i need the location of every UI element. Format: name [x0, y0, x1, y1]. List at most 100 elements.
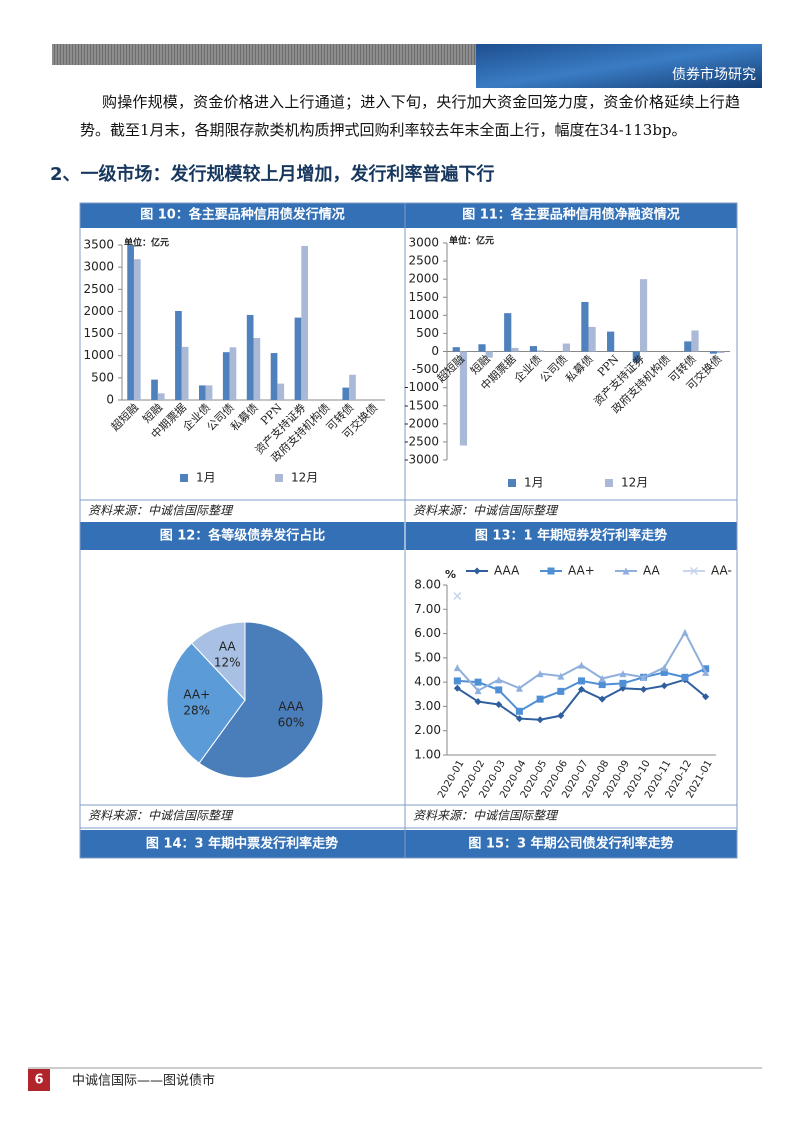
point-marker — [536, 716, 544, 724]
bar — [562, 343, 570, 352]
bar — [588, 326, 596, 352]
bar — [222, 352, 230, 400]
bar — [151, 379, 158, 400]
bar — [294, 317, 302, 400]
bar — [537, 350, 545, 352]
legend-marker — [689, 566, 699, 576]
point-marker — [557, 712, 565, 720]
y-tick-label: 500 — [416, 326, 439, 340]
y-tick-label: 0 — [106, 393, 114, 407]
bar — [301, 245, 309, 400]
y-tick-label: 500 — [91, 370, 114, 384]
x-tick-label: 私募债 — [228, 400, 261, 433]
paragraph: 购操作规模，资金价格进入上行通道；进入下旬，央行加大资金回笼力度，资金价格延续上… — [80, 93, 740, 139]
point-marker — [619, 670, 627, 678]
point-marker — [640, 673, 648, 681]
bar — [277, 383, 285, 400]
bar — [349, 374, 356, 400]
pie-slice — [166, 642, 246, 764]
bar — [205, 385, 213, 400]
point-marker — [495, 700, 503, 708]
page-badge — [28, 1069, 50, 1091]
bar — [175, 310, 182, 400]
title-row — [80, 830, 737, 858]
source-note: 资料来源：中诚信国际整理 — [88, 809, 234, 823]
bar — [485, 351, 493, 358]
point-marker — [578, 677, 585, 685]
y-axis-label: % — [445, 568, 456, 581]
bar — [632, 351, 640, 363]
y-tick-label: -1000 — [404, 380, 439, 394]
bar — [717, 351, 725, 353]
point-marker — [453, 677, 461, 685]
point-marker — [640, 685, 648, 693]
point-marker — [681, 628, 689, 636]
legend-label: 1月 — [196, 471, 216, 485]
title-row — [80, 203, 737, 228]
bar — [127, 245, 134, 400]
header-section: 债券市场研究 — [672, 66, 756, 83]
legend-label: AA — [643, 564, 661, 578]
point-marker — [702, 693, 710, 701]
y-tick-label: 0 — [431, 344, 439, 358]
unit-label: 单位：亿元 — [124, 237, 169, 249]
legend-label: 1月 — [524, 476, 544, 490]
point-marker — [557, 672, 565, 680]
bar — [581, 301, 589, 352]
point-marker — [598, 681, 606, 689]
y-tick-label: 4.00 — [414, 675, 441, 689]
slice-value: 28% — [183, 704, 210, 718]
bar — [342, 387, 350, 400]
page-number: 6 — [34, 1073, 43, 1088]
pie-slice — [190, 621, 246, 702]
y-tick-label: 2000 — [83, 304, 114, 318]
point-marker — [578, 661, 585, 669]
point-marker — [515, 707, 523, 715]
y-tick-label: 1500 — [408, 290, 439, 304]
legend-marker — [473, 567, 481, 575]
figure-title: 图 15：3 年期公司债发行利率走势 — [468, 836, 673, 852]
bar — [709, 351, 718, 354]
bar — [691, 330, 699, 352]
y-tick-label: 3500 — [83, 238, 114, 252]
legend-marker — [622, 567, 630, 575]
point-marker — [598, 695, 606, 703]
legend-label: AAA — [494, 564, 520, 578]
bar — [529, 346, 538, 352]
y-tick-label: 3.00 — [414, 699, 441, 713]
point-marker — [702, 668, 710, 676]
bar — [459, 351, 468, 446]
x-tick-label: 公司债 — [537, 352, 570, 385]
section-heading: 2、一级市场：发行规模较上月增加，发行利率普遍下行 — [50, 164, 495, 185]
pie-slice — [198, 621, 324, 779]
bar — [452, 347, 460, 352]
unit-label: 单位：亿元 — [449, 235, 494, 247]
legend-marker — [547, 567, 555, 575]
bar — [246, 314, 254, 400]
title-row — [80, 522, 737, 550]
figure-title: 图 14：3 年期中票发行利率走势 — [146, 836, 338, 852]
footer-text: 中诚信国际——图说债市 — [72, 1073, 215, 1089]
figure-title: 图 10：各主要品种信用债发行情况 — [140, 207, 345, 223]
bar — [270, 353, 278, 400]
y-tick-label: 2500 — [408, 254, 439, 268]
point-marker — [598, 675, 606, 682]
y-tick-label: -2500 — [404, 434, 439, 448]
point-marker — [474, 698, 482, 706]
y-tick-label: -1500 — [404, 398, 439, 412]
point-marker — [619, 679, 627, 687]
figure-title: 图 13：1 年期短券发行利率走势 — [475, 528, 667, 544]
y-tick-label: 1500 — [83, 326, 114, 340]
legend-swatch — [605, 479, 613, 487]
legend-label: AA+ — [568, 564, 595, 578]
y-tick-label: 7.00 — [414, 602, 441, 616]
bar — [253, 338, 261, 400]
point-marker — [495, 686, 503, 694]
point-marker — [660, 664, 668, 672]
y-tick-label: 1000 — [408, 308, 439, 322]
y-tick-label: 1000 — [83, 348, 114, 362]
y-tick-label: 3000 — [408, 236, 439, 250]
y-tick-label: 2000 — [408, 272, 439, 286]
